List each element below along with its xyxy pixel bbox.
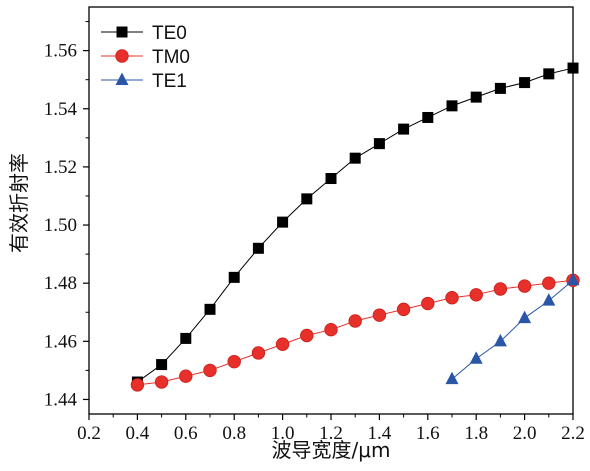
data-point-te1 [469, 351, 483, 364]
x-tick-label: 1.8 [464, 423, 488, 444]
data-point-tm0 [324, 322, 338, 337]
data-point-te0 [567, 62, 579, 74]
data-point-te1 [518, 310, 532, 324]
data-point-te1 [542, 293, 556, 306]
data-point-te0 [228, 271, 240, 283]
data-point-te0 [470, 91, 482, 103]
x-tick-label: 1.4 [368, 423, 392, 444]
data-point-tm0 [517, 279, 532, 293]
y-tick-label: 1.48 [44, 273, 77, 294]
x-tick-label: 0.8 [222, 423, 246, 444]
data-point-tm0 [154, 375, 169, 389]
data-point-tm0 [179, 369, 193, 383]
data-point-tm0 [251, 346, 266, 360]
x-tick-label: 1.6 [416, 423, 440, 444]
x-tick-label: 1.0 [271, 423, 295, 444]
legend-item-tm0: TM0 [101, 47, 190, 68]
y-tick-label: 1.52 [44, 157, 77, 178]
data-point-te0 [180, 332, 192, 344]
data-point-tm0 [203, 363, 217, 378]
data-point-te0 [156, 359, 168, 371]
data-point-tm0 [130, 378, 145, 392]
data-point-tm0 [300, 328, 314, 343]
y-tick-label: 1.50 [44, 215, 77, 236]
x-axis-title: 波导宽度/μm [272, 438, 391, 462]
data-point-tm0 [445, 291, 459, 305]
data-point-te0 [543, 68, 555, 80]
data-point-tm0 [275, 337, 290, 351]
data-point-tm0 [469, 288, 483, 302]
legend-label-te0: TE0 [152, 23, 187, 44]
series-line-tm0 [137, 279, 574, 386]
data-point-te0 [277, 216, 289, 228]
data-point-te1 [445, 371, 459, 385]
y-tick-label: 1.54 [44, 99, 78, 120]
legend-label-te1: TE1 [152, 71, 187, 92]
data-point-tm0 [493, 282, 508, 296]
legend-item-te1: TE1 [101, 71, 187, 92]
legend-marker-tm0 [115, 49, 129, 63]
data-point-tm0 [372, 308, 387, 322]
data-point-te0 [398, 123, 410, 135]
legend: TE0 TM0 TE1 [101, 23, 190, 92]
legend-label-tm0: TM0 [152, 47, 190, 68]
data-point-te0 [252, 242, 264, 254]
x-tick-label: 2.0 [513, 423, 537, 444]
data-point-te0 [325, 173, 337, 185]
series-tm0 [130, 273, 580, 392]
x-tick-label: 2.2 [561, 423, 585, 444]
data-point-te0 [446, 100, 458, 112]
data-point-te0 [422, 111, 434, 123]
data-point-te0 [349, 152, 361, 164]
series-te1 [445, 272, 580, 385]
y-tick-label: 1.46 [44, 331, 77, 352]
data-point-te0 [519, 77, 531, 89]
data-point-te0 [301, 193, 313, 205]
data-point-tm0 [227, 354, 241, 369]
x-tick-label: 0.4 [126, 423, 150, 444]
y-axis-title: 有效折射率 [7, 153, 31, 253]
y-tick-label: 1.44 [44, 389, 78, 410]
legend-marker-te0 [116, 26, 128, 38]
series-te0 [131, 62, 579, 388]
plot-frame [88, 6, 574, 415]
y-tick-label: 1.56 [44, 41, 77, 62]
x-tick-label: 1.2 [319, 423, 343, 444]
x-tick-label: 0.2 [77, 423, 101, 444]
data-point-tm0 [396, 302, 411, 317]
data-point-te1 [566, 272, 580, 286]
data-point-te0 [494, 82, 506, 94]
data-point-tm0 [421, 296, 435, 311]
x-tick-label: 0.6 [174, 423, 198, 444]
data-point-te1 [493, 333, 507, 347]
data-point-te0 [204, 303, 216, 315]
legend-item-te0: TE0 [101, 23, 187, 44]
data-point-tm0 [348, 314, 362, 328]
data-point-te0 [373, 138, 385, 150]
legend-marker-te1 [115, 72, 129, 86]
data-point-tm0 [542, 276, 556, 290]
